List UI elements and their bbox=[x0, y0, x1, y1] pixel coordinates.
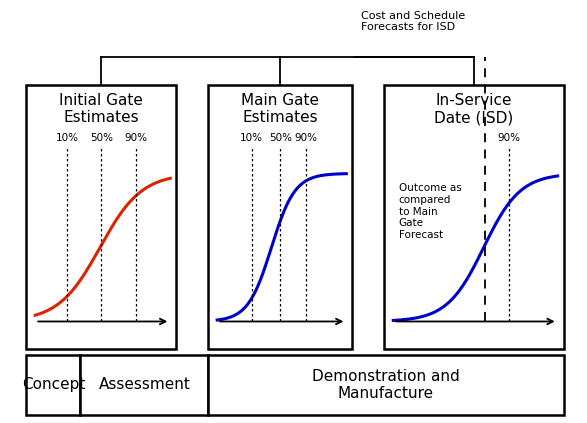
Text: 90%: 90% bbox=[497, 133, 521, 143]
Text: In-Service
Date (ISD): In-Service Date (ISD) bbox=[434, 93, 514, 126]
Text: 50%: 50% bbox=[90, 133, 113, 143]
Text: Demonstration and
Manufacture: Demonstration and Manufacture bbox=[312, 369, 460, 401]
Text: Concept: Concept bbox=[22, 377, 85, 393]
Text: 10%: 10% bbox=[55, 133, 78, 143]
Text: Assessment: Assessment bbox=[99, 377, 190, 393]
Bar bbox=[26, 85, 176, 349]
Bar bbox=[26, 355, 80, 415]
Text: Main Gate
Estimates: Main Gate Estimates bbox=[241, 93, 319, 126]
Text: 50%: 50% bbox=[269, 133, 292, 143]
Text: 10%: 10% bbox=[240, 133, 263, 143]
Text: 90%: 90% bbox=[124, 133, 147, 143]
Text: Initial Gate
Estimates: Initial Gate Estimates bbox=[59, 93, 143, 126]
Text: 90%: 90% bbox=[295, 133, 318, 143]
Bar bbox=[208, 85, 352, 349]
Bar bbox=[384, 85, 564, 349]
Text: Outcome as
compared
to Main
Gate
Forecast: Outcome as compared to Main Gate Forecas… bbox=[399, 183, 461, 240]
Bar bbox=[208, 355, 564, 415]
Text: Cost and Schedule
Forecasts for ISD: Cost and Schedule Forecasts for ISD bbox=[361, 11, 465, 32]
Bar bbox=[80, 355, 208, 415]
